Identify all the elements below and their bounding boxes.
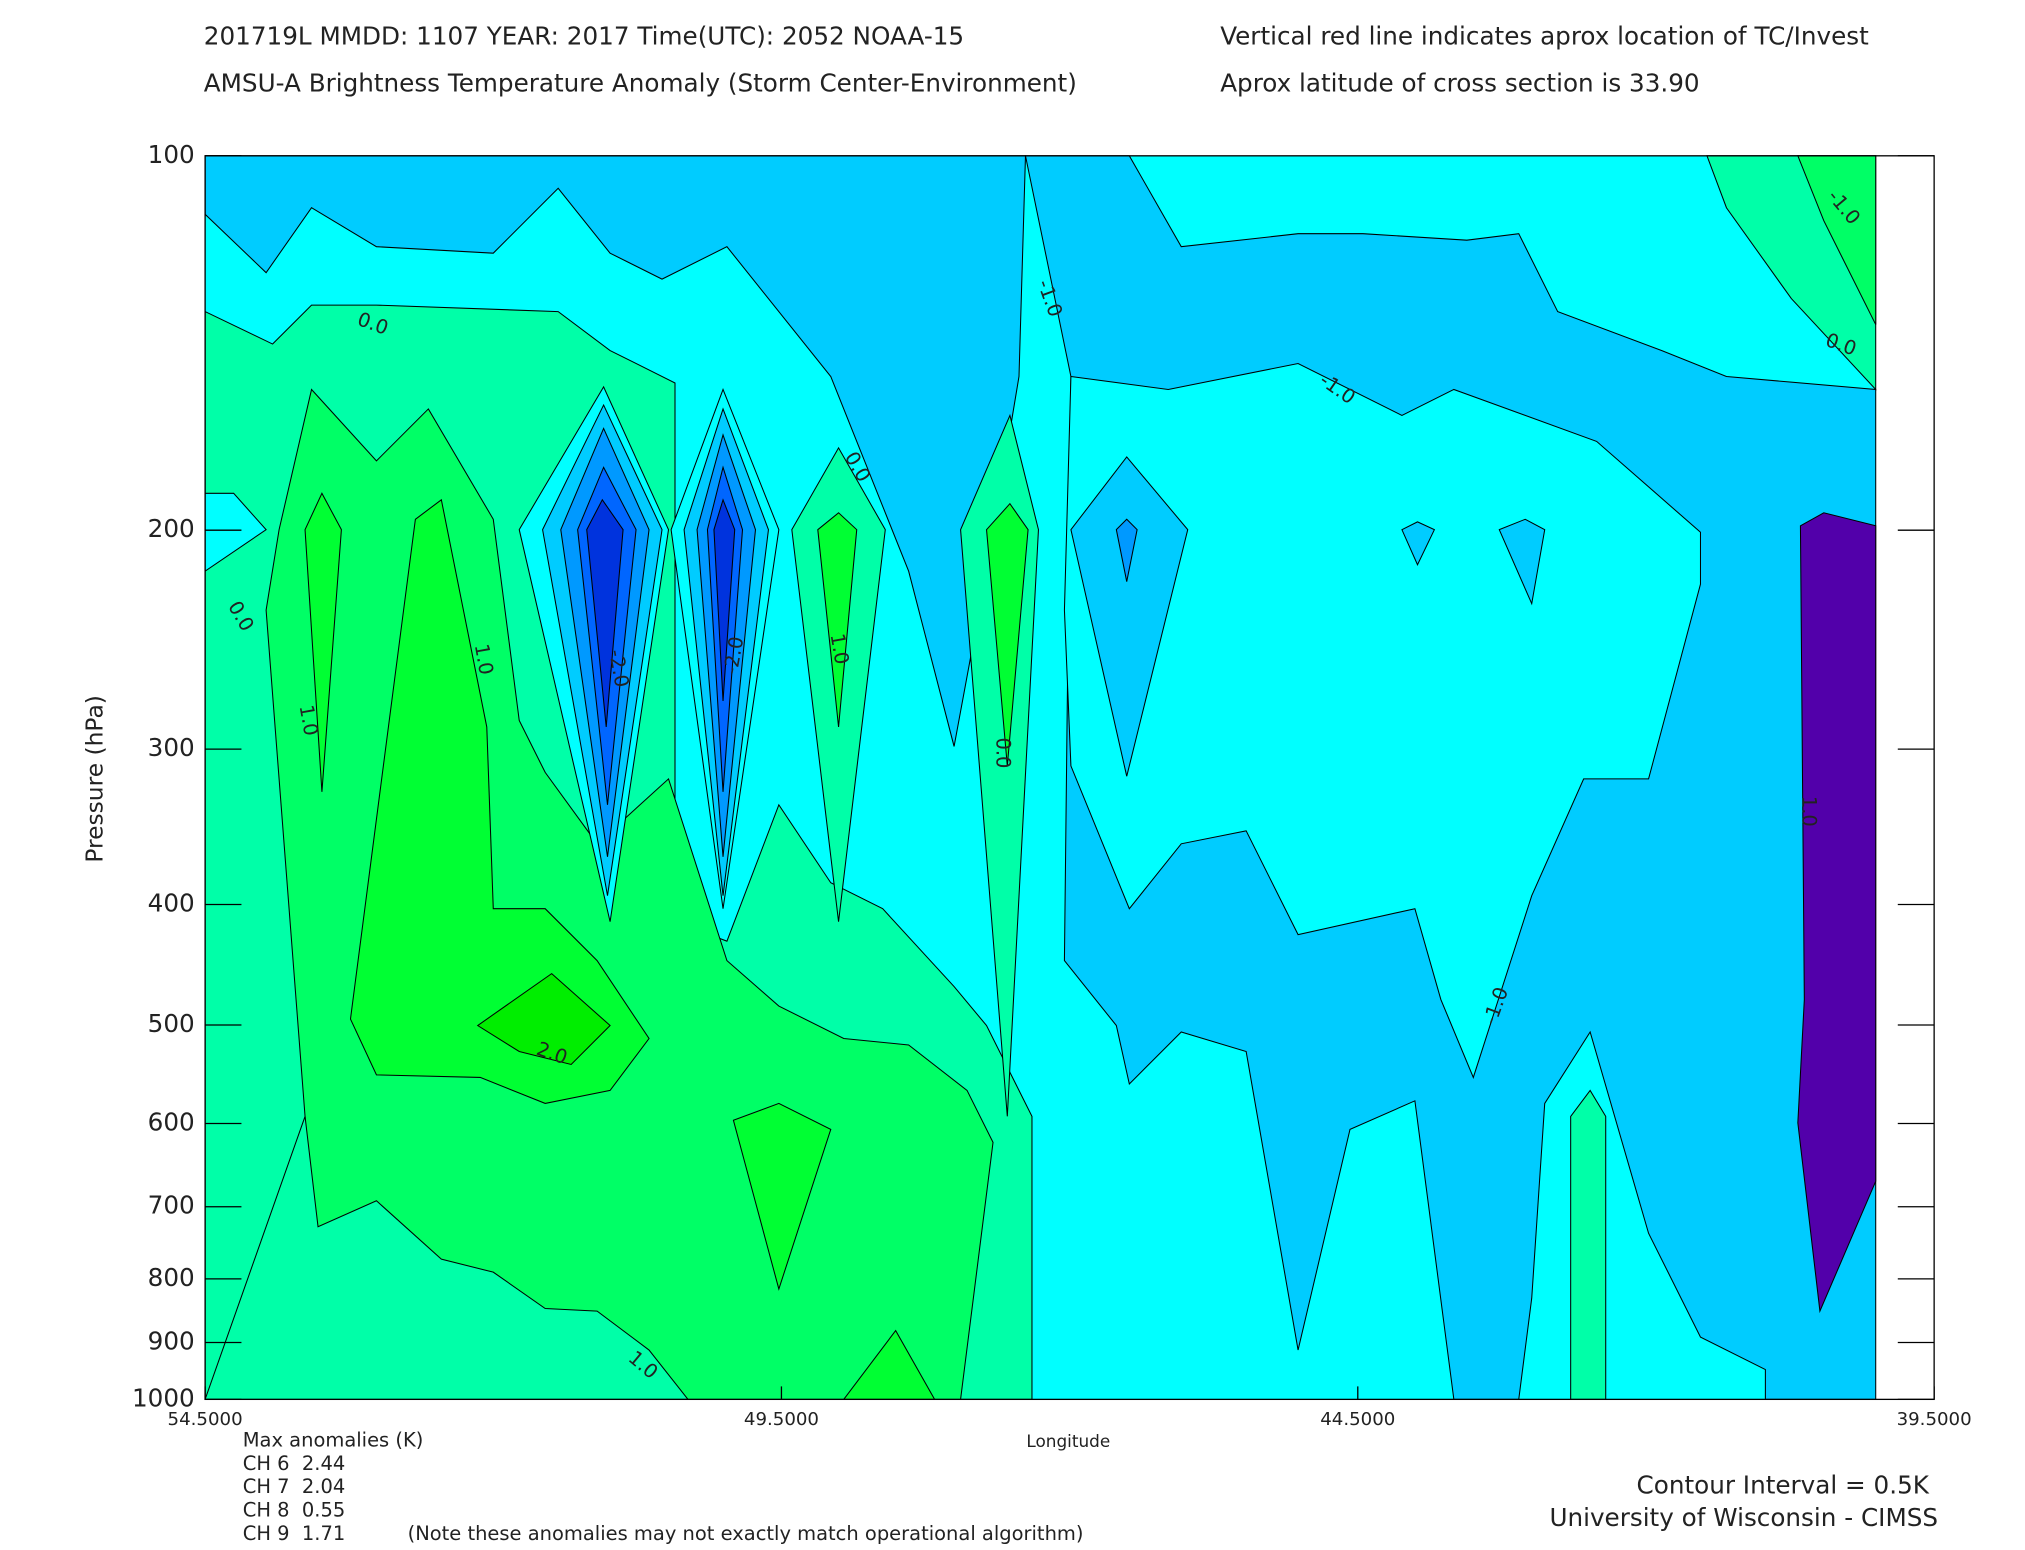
plot-frame xyxy=(204,155,1935,1401)
contour-label: 0.0 xyxy=(992,737,1015,768)
contour-label: 1.0 xyxy=(826,632,854,666)
y-tick-label: 1000 xyxy=(132,1383,195,1412)
contour-fill xyxy=(204,1116,690,1400)
max-anomalies-note: (Note these anomalies may not exactly ma… xyxy=(408,1522,1084,1545)
y-tick-label: 100 xyxy=(148,140,195,169)
credit: University of Wisconsin - CIMSS xyxy=(1549,1503,1938,1532)
max-anomaly-row: CH 6 2.44 xyxy=(243,1452,346,1475)
y-axis-label: Pressure (hPa) xyxy=(81,695,109,863)
contour-fill xyxy=(1401,521,1436,566)
contour-fill xyxy=(586,498,624,728)
max-anomaly-row: CH 8 0.55 xyxy=(243,1499,346,1522)
contour-fill xyxy=(1570,1089,1607,1400)
x-tick-label: 49.5000 xyxy=(744,1409,819,1430)
note: Vertical red line indicates aprox locati… xyxy=(1220,22,1869,51)
note: Aprox latitude of cross section is 33.90 xyxy=(1220,68,1699,97)
title: AMSU-A Brightness Temperature Anomaly (S… xyxy=(204,68,1077,97)
max-anomalies-title: Max anomalies (K) xyxy=(243,1428,424,1451)
x-tick-label: 39.5000 xyxy=(1897,1409,1972,1430)
contour-fill xyxy=(732,1102,832,1291)
y-tick-label: 900 xyxy=(148,1326,195,1355)
contour-fill xyxy=(1797,512,1877,1314)
x-tick-label: 44.5000 xyxy=(1320,1409,1395,1430)
contour-fill xyxy=(817,512,858,728)
max-anomaly-row: CH 7 2.04 xyxy=(243,1475,346,1498)
contour-fill xyxy=(1115,518,1138,582)
contour-label: 1.0 xyxy=(1798,796,1821,827)
contour-label: 1.0 xyxy=(470,642,498,676)
contour-fill xyxy=(1070,456,1189,777)
contour-fill xyxy=(349,498,650,1104)
contour-field xyxy=(204,155,1877,1400)
x-tick-label: 54.5000 xyxy=(168,1409,243,1430)
y-tick-label: 400 xyxy=(148,889,195,918)
y-tick-label: 300 xyxy=(148,733,195,762)
contour-fill xyxy=(476,972,611,1066)
x-axis-label: Longitude xyxy=(1026,1431,1110,1451)
title: 201719L MMDD: 1107 YEAR: 2017 Time(UTC):… xyxy=(204,22,964,51)
y-tick-label: 800 xyxy=(148,1263,195,1292)
y-tick-label: 200 xyxy=(148,514,195,543)
contour-fill xyxy=(1498,518,1546,606)
contour-fill xyxy=(986,502,1029,766)
y-tick-label: 600 xyxy=(148,1107,195,1136)
y-tick-label: 500 xyxy=(148,1009,195,1038)
contour-label: 1.0 xyxy=(295,703,323,737)
contour-fill xyxy=(304,492,342,792)
max-anomaly-row: CH 9 1.71 xyxy=(243,1522,346,1545)
contour-fill xyxy=(713,498,736,702)
contour-interval: Contour Interval = 0.5K xyxy=(1637,1470,1930,1499)
y-tick-label: 700 xyxy=(148,1191,195,1220)
